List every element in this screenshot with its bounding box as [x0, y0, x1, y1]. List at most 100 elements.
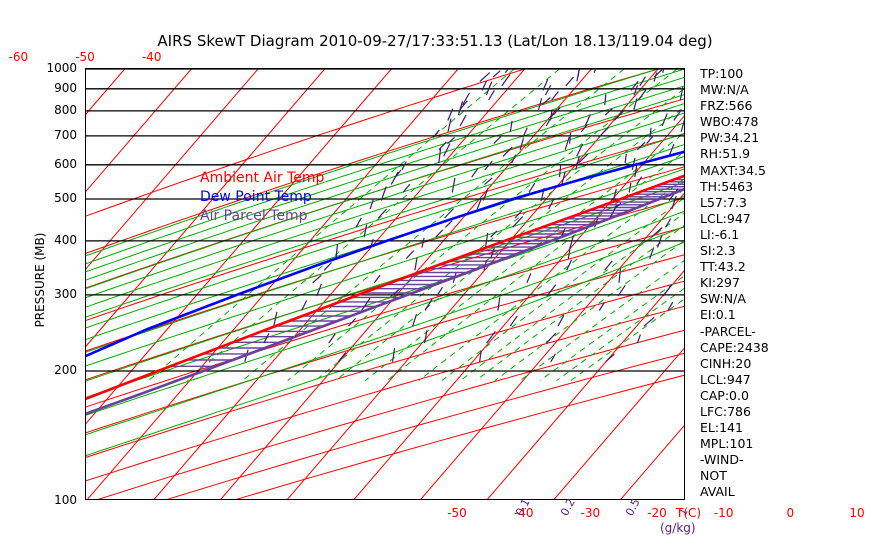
- parameter-line: -PARCEL-: [700, 324, 860, 340]
- wind-barb: [605, 94, 606, 105]
- wind-barb: [567, 260, 572, 270]
- isotherm-line: [153, 69, 525, 500]
- mixing-ratio-axis: 0.10.20.51: [0, 512, 870, 552]
- parameter-readout: TP:100MW:N/AFRZ:566WBO:478PW:34.21RH:51.…: [700, 66, 860, 501]
- pressure-tick: 600: [54, 157, 77, 171]
- wind-barb: [566, 77, 574, 86]
- parameter-line: CAPE:2438: [700, 340, 860, 356]
- parameter-line: FRZ:566: [700, 98, 860, 114]
- mixing-ratio-axis-name: (g/kg): [660, 521, 696, 535]
- pressure-axis-label: PRESSURE (MB): [33, 233, 47, 328]
- figure-title: AIRS SkewT Diagram 2010-09-27/17:33:51.1…: [0, 32, 870, 50]
- wind-barb: [489, 90, 495, 100]
- wind-barb: [681, 120, 684, 132]
- parameter-line: LCL:947: [700, 372, 860, 388]
- pressure-tick: 200: [54, 363, 77, 377]
- parameter-line: CINH:20: [700, 356, 860, 372]
- wind-barb: [413, 314, 417, 326]
- wind-barb: [614, 111, 624, 121]
- parameter-line: TT:43.2: [700, 259, 860, 275]
- wind-barb: [625, 154, 626, 163]
- pressure-tick: 800: [54, 103, 77, 117]
- dry-adiabat-line: [86, 69, 658, 500]
- parameter-line: MPL:101: [700, 436, 860, 452]
- temperature-axis-name: T(C): [676, 506, 701, 520]
- wind-barb: [493, 71, 500, 77]
- wind-barb: [570, 133, 571, 144]
- parameter-line: -WIND-: [700, 452, 860, 468]
- parameter-line: EL:141: [700, 420, 860, 436]
- legend-parcel: Air Parcel Temp: [200, 207, 324, 226]
- wind-barb: [393, 348, 395, 362]
- wind-barb: [527, 274, 531, 283]
- skewt-figure: AIRS SkewT Diagram 2010-09-27/17:33:51.1…: [0, 0, 870, 560]
- parameter-line: LI:-6.1: [700, 227, 860, 243]
- wind-barb: [666, 219, 671, 228]
- wind-barb: [374, 275, 380, 283]
- skewt-canvas: [86, 69, 685, 500]
- pressure-tick: 1000: [46, 61, 77, 75]
- wind-barb: [439, 149, 441, 164]
- wind-barb: [415, 258, 417, 270]
- pressure-tick: 900: [54, 81, 77, 95]
- isotherm-line: [486, 69, 685, 500]
- pressure-tick: 500: [54, 191, 77, 205]
- wind-barb: [568, 246, 570, 258]
- parameter-line: EI:0.1: [700, 307, 860, 323]
- pressure-tick: 300: [54, 287, 77, 301]
- wind-barb: [406, 251, 413, 259]
- legend: Ambient Air Temp Dew Point Temp Air Parc…: [200, 169, 324, 226]
- wind-barb: [637, 142, 645, 150]
- wind-barb: [485, 178, 493, 185]
- parameter-line: PW:34.21: [700, 130, 860, 146]
- top-temp-tick: -40: [142, 50, 162, 64]
- top-temperature-axis: -120-110-100-90-80-70-60-50-40: [0, 50, 870, 66]
- wind-barb: [565, 137, 569, 150]
- wind-barb: [637, 177, 642, 185]
- wind-barb: [560, 165, 561, 177]
- mixing-ratio-line: [365, 69, 685, 381]
- parameter-line: KI:297: [700, 275, 860, 291]
- pressure-tick: 400: [54, 233, 77, 247]
- parameter-line: SI:2.3: [700, 243, 860, 259]
- parameter-line: WBO:478: [700, 114, 860, 130]
- wind-barb: [605, 261, 613, 270]
- parameter-line: LFC:786: [700, 404, 860, 420]
- wind-barb: [619, 268, 621, 283]
- wind-barb: [606, 354, 615, 362]
- parameter-line: TP:100: [700, 66, 860, 82]
- plot-area: Ambient Air Temp Dew Point Temp Air Parc…: [85, 68, 685, 500]
- wind-barb: [444, 144, 450, 157]
- parameter-line: TH:5463: [700, 179, 860, 195]
- wind-barb: [480, 351, 482, 362]
- parameter-line: SW:N/A: [700, 291, 860, 307]
- mixing-ratio-line: [520, 69, 685, 381]
- wind-barb: [378, 209, 386, 218]
- parameter-line: RH:51.9: [700, 146, 860, 162]
- wind-barb: [577, 69, 580, 81]
- parameter-line: MAXT:34.5: [700, 163, 860, 179]
- wind-barb: [672, 196, 677, 209]
- isotherm-line: [86, 69, 125, 500]
- wind-barb: [370, 199, 374, 209]
- pressure-axis-label-wrap: PRESSURE (MB): [46, 0, 47, 560]
- parameter-line: CAP:0.0: [700, 388, 860, 404]
- parameter-line: L57:7.3: [700, 195, 860, 211]
- pressure-tick: 100: [54, 493, 77, 507]
- wind-barb: [349, 319, 356, 327]
- legend-dewpoint: Dew Point Temp: [200, 188, 324, 207]
- isotherm-line: [86, 69, 391, 500]
- moist-adiabat-line: [86, 69, 658, 500]
- wind-barb: [498, 297, 500, 310]
- parameter-line: NOT: [700, 468, 860, 484]
- wind-barb: [562, 172, 565, 185]
- dry-adiabat-line: [231, 69, 685, 500]
- wind-barb: [391, 172, 398, 185]
- wind-barb: [460, 115, 466, 126]
- parameter-line: LCL:947: [700, 211, 860, 227]
- parameter-line: AVAIL: [700, 484, 860, 500]
- legend-ambient: Ambient Air Temp: [200, 169, 324, 188]
- wind-barb: [634, 98, 637, 110]
- pressure-tick: 700: [54, 128, 77, 142]
- wind-barb: [629, 183, 631, 193]
